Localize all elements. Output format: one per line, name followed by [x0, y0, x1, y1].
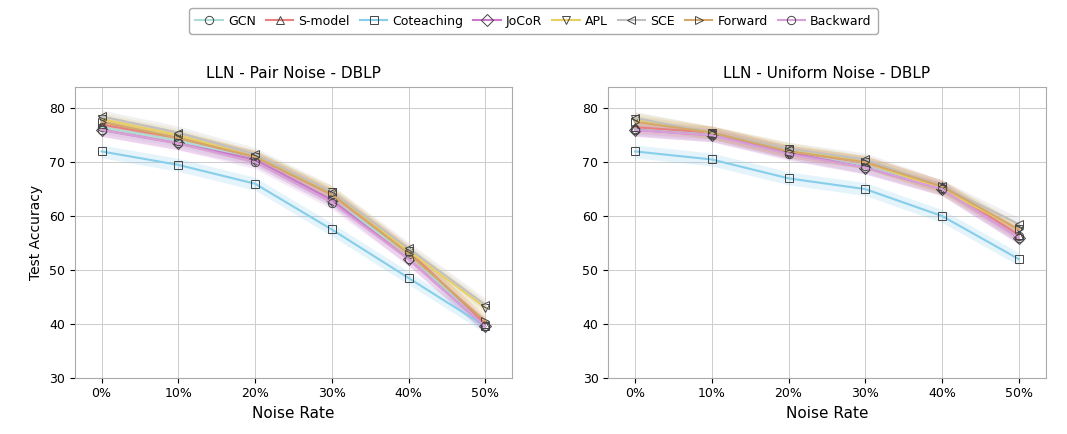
X-axis label: Noise Rate: Noise Rate	[252, 406, 335, 421]
Title: LLN - Pair Noise - DBLP: LLN - Pair Noise - DBLP	[206, 66, 381, 82]
Title: LLN - Uniform Noise - DBLP: LLN - Uniform Noise - DBLP	[723, 66, 930, 82]
Legend: GCN, S-model, Coteaching, JoCoR, APL, SCE, Forward, Backward: GCN, S-model, Coteaching, JoCoR, APL, SC…	[189, 8, 878, 34]
X-axis label: Noise Rate: Noise Rate	[785, 406, 869, 421]
Y-axis label: Test Accuracy: Test Accuracy	[30, 184, 44, 280]
